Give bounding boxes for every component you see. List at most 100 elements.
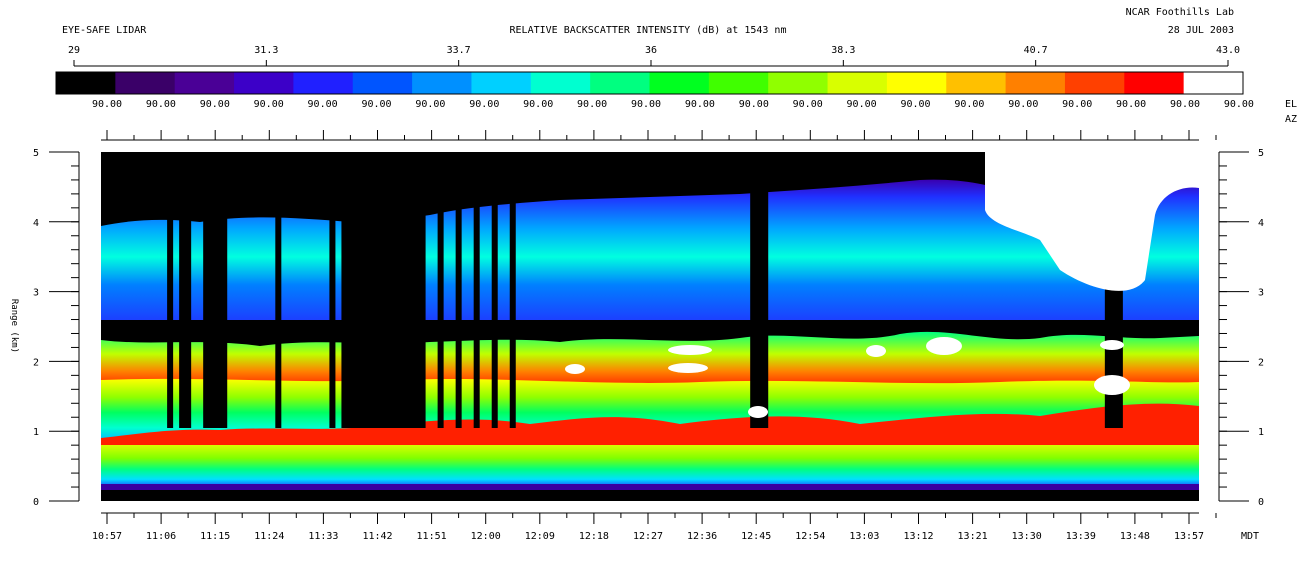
x-tick-label: 12:54 — [795, 531, 825, 542]
colorbar-swatch — [56, 72, 116, 94]
y-axis-label: Range (km) — [9, 299, 19, 353]
elevation-value: 90.00 — [739, 99, 769, 110]
data-gap — [509, 152, 516, 428]
data-gap — [329, 152, 336, 428]
elevation-value: 90.00 — [900, 99, 930, 110]
elevation-value: 90.00 — [1062, 99, 1092, 110]
x-tick-label: 11:24 — [254, 531, 284, 542]
x-tick-label: 12:18 — [579, 531, 609, 542]
right-tick-label: 3 — [1258, 288, 1264, 299]
x-tick-label: 11:51 — [417, 531, 447, 542]
x-tick-label: 12:09 — [525, 531, 555, 542]
elevation-row: 90.00 90.00 90.00 90.00 90.00 90.00 90.00 90.00… — [92, 99, 1254, 110]
x-axis-unit: MDT — [1241, 531, 1259, 542]
colorbar-tick-label: 40.7 — [1024, 45, 1048, 56]
colorbar-swatch — [115, 72, 176, 94]
left-tick-label: 2 — [33, 357, 39, 368]
top-tick-ruler — [101, 130, 1217, 141]
x-tick-label: 12:45 — [741, 531, 771, 542]
x-tick-label: 11:33 — [308, 531, 338, 542]
elevation-value: 90.00 — [200, 99, 230, 110]
colorbar-swatch — [174, 72, 235, 94]
x-tick-label: 12:36 — [687, 531, 717, 542]
x-tick-label: 11:06 — [146, 531, 176, 542]
colorbar-swatch — [827, 72, 888, 94]
x-tick-label: 13:21 — [958, 531, 988, 542]
data-gaps — [167, 152, 1123, 428]
left-tick-label: 3 — [33, 288, 39, 299]
data-gap — [455, 152, 462, 428]
elevation-value: 90.00 — [92, 99, 122, 110]
colorbar-swatch — [946, 72, 1007, 94]
colorbar-swatch — [530, 72, 591, 94]
x-tick-label: 13:30 — [1012, 531, 1042, 542]
right-y-axis: 0 1 2 3 4 5 — [1218, 148, 1264, 508]
boundary-layer-top — [101, 403, 1199, 450]
data-gap — [341, 152, 426, 428]
data-gap — [750, 152, 769, 428]
elevation-value: 90.00 — [1116, 99, 1146, 110]
colorbar-tick-label: 29 — [68, 45, 80, 56]
elevation-value: 90.00 — [1008, 99, 1038, 110]
elevation-value: 90.00 — [146, 99, 176, 110]
colorbar-swatch — [768, 72, 829, 94]
colorbar-swatch — [471, 72, 532, 94]
colorbar-swatch — [234, 72, 294, 94]
colorbar-swatch — [886, 72, 947, 94]
elevation-value: 90.00 — [685, 99, 715, 110]
x-tick-label: 11:15 — [200, 531, 230, 542]
elevation-value: 90.00 — [469, 99, 499, 110]
right-tick-label: 1 — [1258, 427, 1264, 438]
instrument-label: EYE-SAFE LIDAR — [62, 25, 147, 36]
colorbar-swatch — [352, 72, 413, 94]
left-y-axis: 0 1 2 3 4 5 — [33, 148, 80, 508]
lab-label: NCAR Foothills Lab — [1126, 7, 1234, 18]
elevation-value: 90.00 — [254, 99, 284, 110]
colorbar-swatch — [293, 72, 354, 94]
elevation-value: 90.00 — [793, 99, 823, 110]
right-tick-label: 5 — [1258, 148, 1264, 159]
backscatter-heatmap — [101, 152, 1199, 501]
colorbar-swatch — [649, 72, 710, 94]
x-tick-label: 12:00 — [471, 531, 501, 542]
data-gap — [275, 152, 282, 428]
x-tick-label: 13:12 — [903, 531, 933, 542]
elevation-value: 90.00 — [415, 99, 445, 110]
chart-title: RELATIVE BACKSCATTER INTENSITY (dB) at 1… — [510, 25, 787, 36]
elevation-value: 90.00 — [631, 99, 661, 110]
data-gap — [473, 152, 480, 428]
elevation-value: 90.00 — [361, 99, 391, 110]
azimuth-label: AZ — [1285, 114, 1297, 125]
colorbar-tick-label: 43.0 — [1216, 45, 1240, 56]
colorbar-swatch — [1124, 72, 1185, 94]
left-tick-label: 1 — [33, 427, 39, 438]
colorbar-swatch — [590, 72, 650, 94]
x-tick-label: 13:57 — [1174, 531, 1204, 542]
colorbar-swatch — [708, 72, 769, 94]
colorbar-tick-label: 33.7 — [447, 45, 471, 56]
x-tick-label: 13:39 — [1066, 531, 1096, 542]
elevation-value: 90.00 — [577, 99, 607, 110]
colorbar-swatch — [1183, 72, 1244, 94]
colorbar-tick-label: 36 — [645, 45, 657, 56]
data-gap — [437, 152, 444, 428]
left-tick-label: 4 — [33, 218, 39, 229]
data-gap — [491, 152, 498, 428]
x-tick-label: 12:27 — [633, 531, 663, 542]
right-tick-label: 0 — [1258, 497, 1264, 508]
elevation-value: 90.00 — [523, 99, 553, 110]
data-gap — [167, 152, 174, 428]
colorbar-swatch — [412, 72, 472, 94]
elevation-value: 90.00 — [954, 99, 984, 110]
data-gap — [203, 152, 228, 428]
colorbar-tick-label: 38.3 — [831, 45, 855, 56]
surface-layer — [101, 445, 1199, 489]
colorbar-frame — [55, 71, 1244, 95]
x-tick-label: 10:57 — [92, 531, 122, 542]
elevation-label: EL — [1285, 99, 1297, 110]
colorbar-ticks: 29 31.3 33.7 36 38.3 40.7 43.0 — [68, 45, 1240, 67]
elevation-value: 90.00 — [308, 99, 338, 110]
elevation-value: 90.00 — [847, 99, 877, 110]
x-axis: 10:57 11:06 11:15 11:24 11:33 11:42 11:51 12:00… — [92, 512, 1217, 542]
